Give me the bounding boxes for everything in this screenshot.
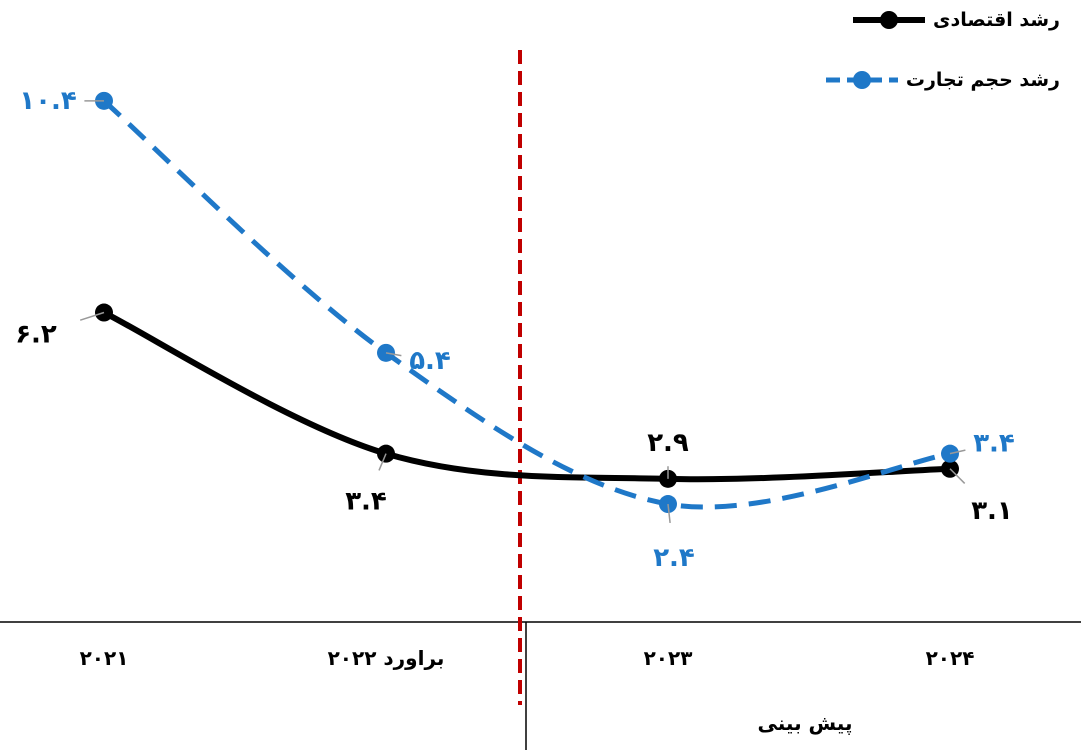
- legend: رشد اقتصادی رشد حجم تجارت: [790, 4, 1060, 96]
- data-label: ۳.۴: [345, 487, 387, 517]
- x-tick-label: ۲۰۲۱: [80, 646, 129, 670]
- data-label: ۲.۹: [647, 428, 689, 458]
- series-line-1: [102, 309, 951, 483]
- data-label: ۳.۱: [971, 496, 1013, 526]
- data-label: ۳.۴: [973, 429, 1015, 459]
- label-leader-line: [667, 503, 671, 524]
- series-line-2: [102, 98, 951, 510]
- forecast-label: پیش بینی: [758, 711, 853, 736]
- legend-item: رشد اقتصادی: [790, 4, 1060, 36]
- data-label: ۶.۲: [15, 320, 57, 350]
- legend-swatch: [853, 11, 926, 29]
- x-tick-label: ۲۰۲۳: [644, 646, 693, 670]
- x-tick-label: ۲۰۲۴: [926, 646, 975, 670]
- legend-label: رشد حجم تجارت: [905, 69, 1060, 91]
- label-leader-line: [79, 311, 105, 321]
- label-leader-line: [385, 352, 402, 357]
- label-leader-line: [378, 453, 387, 471]
- label-leader-line: [949, 468, 966, 484]
- legend-label: رشد اقتصادی: [933, 9, 1060, 31]
- data-label: ۱۰.۴: [19, 86, 76, 116]
- legend-swatch: [825, 71, 898, 89]
- data-label: ۲.۴: [653, 543, 695, 573]
- data-label: ۵.۴: [409, 346, 451, 376]
- label-leader-line: [949, 449, 966, 455]
- legend-item: رشد حجم تجارت: [790, 64, 1060, 96]
- x-tick-label: براورد ۲۰۲۲: [328, 646, 445, 670]
